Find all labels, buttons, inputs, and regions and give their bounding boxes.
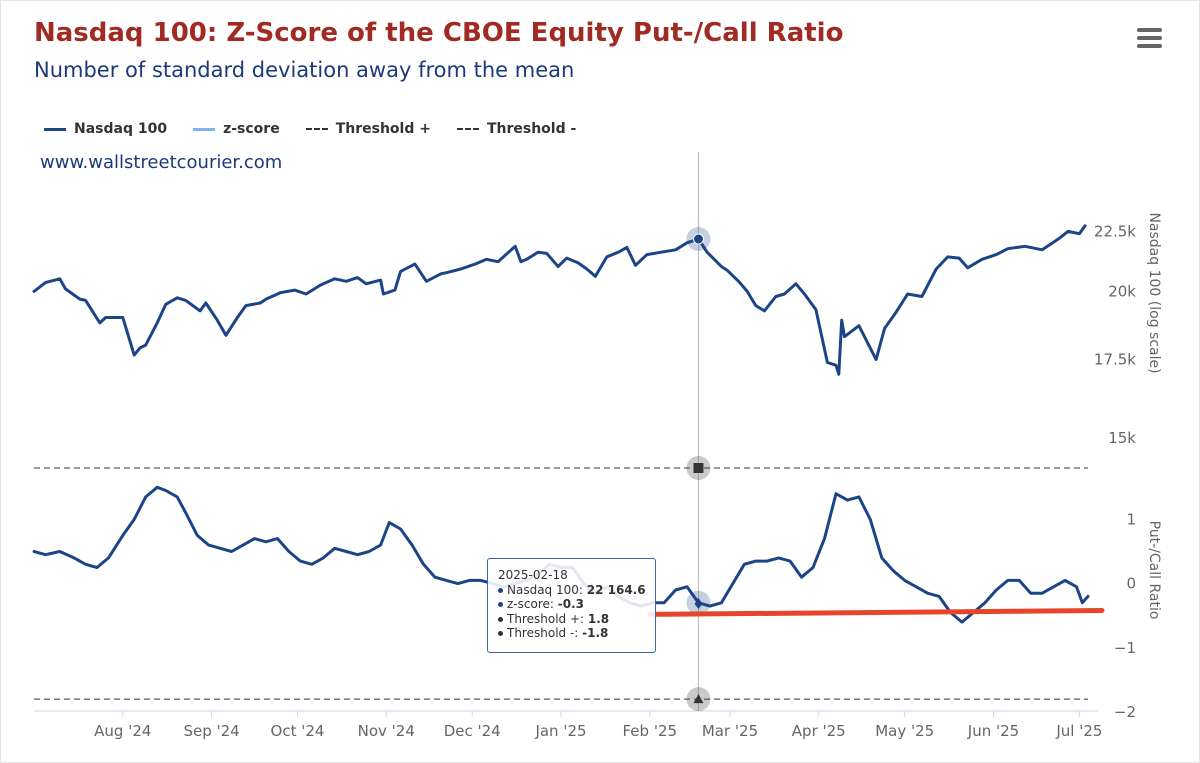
- tooltip-row-threshold-plus: Threshold +: 1.8: [498, 612, 655, 627]
- price-tick-label-3: 22.5k: [1094, 222, 1136, 240]
- legend-item-zscore[interactable]: z-score: [193, 121, 280, 137]
- threshold-minus-marker: [693, 694, 704, 704]
- legend-label-threshold-plus: Threshold +: [335, 121, 431, 137]
- x-tick-label-5: Jan '25: [534, 722, 586, 740]
- legend-swatch-zscore: [193, 127, 216, 131]
- legend-label-threshold-minus: Threshold -: [486, 121, 577, 137]
- chart-legend: Nasdaq 100 z-score Threshold + Threshold…: [44, 118, 602, 140]
- z-tick-label-0: −2: [1114, 703, 1136, 721]
- chart-title: Nasdaq 100: Z-Score of the CBOE Equity P…: [34, 18, 844, 48]
- x-tick-label-2: Oct '24: [271, 722, 325, 740]
- x-tick-label-4: Dec '24: [444, 722, 501, 740]
- hamburger-menu-icon[interactable]: [1137, 28, 1163, 50]
- x-tick-label-9: May '25: [875, 722, 934, 740]
- chart-subtitle: Number of standard deviation away from t…: [34, 58, 575, 82]
- legend-item-nasdaq[interactable]: Nasdaq 100: [44, 121, 167, 137]
- source-credit: www.wallstreetcourier.com: [40, 152, 283, 173]
- tooltip-name-threshold-minus: Threshold -:: [507, 626, 583, 640]
- z-tick-label-3: 1: [1126, 510, 1136, 528]
- legend-swatch-threshold-plus: [305, 128, 328, 130]
- price-axis-title: Nasdaq 100 (log scale): [1146, 212, 1162, 373]
- price-tick-label-0: 15k: [1108, 429, 1136, 447]
- price-tick-label-1: 17.5k: [1094, 350, 1136, 368]
- x-tick-label-3: Nov '24: [358, 722, 415, 740]
- legend-label-zscore: z-score: [223, 121, 280, 137]
- x-tick-label-6: Feb '25: [623, 722, 678, 740]
- legend-item-threshold-plus[interactable]: Threshold +: [305, 121, 431, 137]
- tooltip-name-nasdaq: Nasdaq 100:: [507, 582, 587, 597]
- legend-item-threshold-minus[interactable]: Threshold -: [456, 121, 577, 137]
- z-tick-label-2: 0: [1126, 575, 1136, 593]
- legend-label-nasdaq: Nasdaq 100: [74, 121, 168, 137]
- z-tick-label-1: −1: [1114, 639, 1136, 657]
- tooltip-value-zscore: -0.3: [557, 597, 584, 611]
- z-axis-title: Put-/Call Ratio: [1146, 521, 1162, 620]
- threshold-plus-marker: [693, 463, 704, 473]
- tooltip-row-nasdaq: Nasdaq 100: 22 164.6: [498, 583, 655, 598]
- price-tick-label-2: 20k: [1108, 282, 1136, 300]
- x-tick-label-7: Mar '25: [702, 722, 758, 740]
- tooltip-row-threshold-minus: Threshold -: -1.8: [498, 626, 655, 641]
- tooltip-value-threshold-minus: -1.8: [582, 626, 609, 640]
- x-tick-label-10: Jun '25: [967, 722, 1019, 740]
- x-tick-label-1: Sep '24: [183, 722, 239, 740]
- tooltip-value-threshold-plus: 1.8: [587, 611, 610, 626]
- tooltip-date: 2025-02-18: [498, 568, 568, 582]
- z-marker: [694, 597, 703, 609]
- x-tick-label-0: Aug '24: [94, 722, 151, 740]
- chart-tooltip: 2025-02-18 Nasdaq 100: 22 164.6 z-score:…: [487, 558, 656, 653]
- tooltip-name-zscore: z-score:: [507, 597, 558, 611]
- tooltip-row-zscore: z-score: -0.3: [498, 597, 655, 612]
- tooltip-value-nasdaq: 22 164.6: [586, 582, 646, 597]
- series-line-0: [32, 224, 1087, 376]
- x-tick-label-8: Apr '25: [792, 722, 846, 740]
- tooltip-name-threshold-plus: Threshold +:: [507, 611, 588, 626]
- legend-swatch-threshold-minus: [456, 128, 479, 130]
- annotation-red-line: [647, 608, 1105, 617]
- legend-swatch-nasdaq: [44, 127, 66, 131]
- price-marker: [692, 233, 704, 245]
- x-tick-label-11: Jul '25: [1055, 722, 1102, 740]
